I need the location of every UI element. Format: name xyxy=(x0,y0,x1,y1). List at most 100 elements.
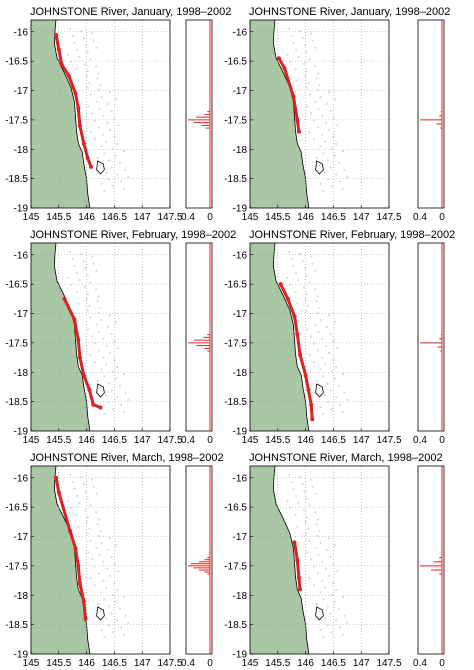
plume-offshore-point xyxy=(96,157,99,160)
plume-offshore-point xyxy=(88,527,91,531)
plume-offshore-point xyxy=(127,175,130,178)
plume-offshore-point xyxy=(326,159,329,162)
plume-offshore-point xyxy=(75,290,78,293)
plume-offshore-point xyxy=(329,389,332,392)
plume-offshore-point xyxy=(120,626,123,629)
plume-offshore-point xyxy=(102,114,105,117)
plume-offshore-point xyxy=(93,584,96,587)
y-tick-label: -16 xyxy=(14,27,29,38)
plume-offshore-point xyxy=(308,93,311,96)
plume-offshore-point xyxy=(316,572,319,575)
plume-offshore-point xyxy=(316,72,319,75)
plume-offshore-point xyxy=(86,516,89,519)
plume-offshore-point xyxy=(308,504,311,507)
plume-offshore-point xyxy=(329,556,332,559)
plume-offshore-point xyxy=(106,325,109,329)
plume-point xyxy=(54,475,58,480)
plume-offshore-point xyxy=(87,551,90,554)
plume-offshore-point xyxy=(327,351,331,354)
plume-offshore-point xyxy=(308,131,311,134)
plume-offshore-point xyxy=(84,490,87,493)
y-tick-label: -16 xyxy=(233,27,248,38)
plume-point xyxy=(76,106,81,111)
plume-offshore-point xyxy=(341,595,344,599)
plume-offshore-point xyxy=(318,307,321,310)
plume-offshore-point xyxy=(108,128,112,131)
plume-offshore-point xyxy=(305,516,308,519)
plume-offshore-point xyxy=(319,182,322,185)
panel-title: JOHNSTONE River, February, 1998–2002 xyxy=(249,229,455,241)
plume-offshore-point xyxy=(334,544,337,547)
plume-offshore-point xyxy=(287,250,290,253)
map-panel: 145 145.5 146 146.5 147 147.5 -16 -16.5 -17 -17.5… xyxy=(5,242,213,446)
plume-offshore-point xyxy=(75,513,78,516)
y-tick-label: -17.5 xyxy=(224,338,247,349)
plume-offshore-point xyxy=(99,530,102,533)
plume-offshore-point xyxy=(97,518,100,521)
plume-offshore-point xyxy=(91,478,94,481)
plume-offshore-point xyxy=(321,560,324,563)
plume-point xyxy=(67,528,72,533)
plume-offshore-point xyxy=(110,556,113,559)
plume-point xyxy=(87,387,92,392)
plume-offshore-point xyxy=(341,410,344,413)
plume-offshore-point xyxy=(100,591,103,594)
x-tick-label: 146 xyxy=(297,658,314,669)
plume-offshore-point xyxy=(89,577,92,580)
plume-point xyxy=(276,56,281,61)
land-area xyxy=(250,243,310,431)
plume-offshore-point xyxy=(88,304,91,307)
plume-point xyxy=(282,66,287,71)
plume-offshore-point xyxy=(296,525,299,528)
x-tick-label: 147 xyxy=(353,435,370,446)
x-tick-label: 146.5 xyxy=(102,435,127,446)
plume-offshore-point xyxy=(319,405,322,408)
plume-offshore-point xyxy=(322,635,325,639)
plume-offshore-point xyxy=(103,412,106,416)
plume-offshore-point xyxy=(325,102,328,106)
plume-offshore-point xyxy=(296,79,299,82)
plume-offshore-point xyxy=(290,34,293,38)
plume-offshore-point xyxy=(86,51,89,54)
plume-offshore-point xyxy=(102,579,105,582)
plume-point xyxy=(54,32,58,37)
plume-offshore-point xyxy=(124,168,127,171)
plume-offshore-point xyxy=(97,72,100,75)
plume-offshore-point xyxy=(86,309,89,312)
plume-offshore-point xyxy=(333,600,336,603)
plume-point xyxy=(76,337,81,342)
plume-offshore-point xyxy=(71,34,74,38)
plume-offshore-point xyxy=(343,391,346,394)
plume-offshore-point xyxy=(321,337,324,340)
plume-offshore-point xyxy=(303,490,306,493)
plume-offshore-point xyxy=(315,77,318,80)
plume-offshore-point xyxy=(127,621,130,625)
plume-offshore-point xyxy=(304,520,307,523)
plume-offshore-point xyxy=(303,44,306,47)
plume-point xyxy=(83,616,88,621)
histogram-tick-label: 0.4 xyxy=(181,212,195,223)
histogram-panel: 0.4 0 xyxy=(181,465,213,669)
plume-offshore-point xyxy=(71,257,74,260)
plume-offshore-point xyxy=(314,65,317,68)
plume-offshore-point xyxy=(324,586,327,589)
plume-offshore-point xyxy=(103,189,106,193)
plume-offshore-point xyxy=(82,260,85,263)
plume-offshore-point xyxy=(107,159,110,162)
x-tick-label: 147 xyxy=(353,212,370,223)
plume-point xyxy=(295,558,300,562)
plume-offshore-point xyxy=(317,553,320,556)
plume-point xyxy=(81,141,86,146)
plume-offshore-point xyxy=(99,610,102,613)
y-tick-label: -17.5 xyxy=(5,338,28,349)
histogram-frame xyxy=(417,465,445,655)
map-frame xyxy=(249,242,390,432)
y-tick-label: -18.5 xyxy=(224,397,247,408)
plume-offshore-point xyxy=(95,323,98,326)
plume-offshore-point xyxy=(73,487,76,490)
plume-offshore-point xyxy=(316,534,319,538)
map-content xyxy=(31,243,170,431)
plume-offshore-point xyxy=(319,628,322,632)
plume-offshore-point xyxy=(122,372,125,376)
plume-offshore-point xyxy=(314,492,317,495)
